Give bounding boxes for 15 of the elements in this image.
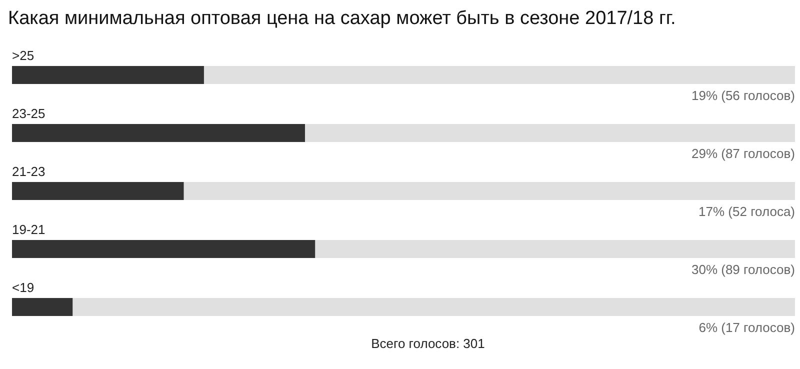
y-tick-label: 23-25 [12, 106, 46, 121]
bar [12, 182, 184, 200]
data-label: 19% (56 голосов) [691, 88, 795, 103]
data-label: 6% (17 голосов) [698, 320, 795, 335]
y-tick-label: >25 [12, 48, 34, 63]
y-tick-label: 21-23 [12, 164, 46, 179]
annotation: Всего голосов: 301 [370, 336, 486, 351]
y-tick-label: 19-21 [12, 222, 46, 237]
bar [12, 66, 204, 84]
data-label: 17% (52 голоса) [698, 204, 795, 219]
y-tick-label: <19 [12, 280, 34, 295]
bar [12, 298, 73, 316]
data-label: 30% (89 голосов) [691, 262, 795, 277]
data-label: 29% (87 голосов) [691, 146, 795, 161]
chart-title: Какая минимальная оптовая цена на сахар может быть в сезоне 2017/18 гг. [8, 8, 676, 30]
